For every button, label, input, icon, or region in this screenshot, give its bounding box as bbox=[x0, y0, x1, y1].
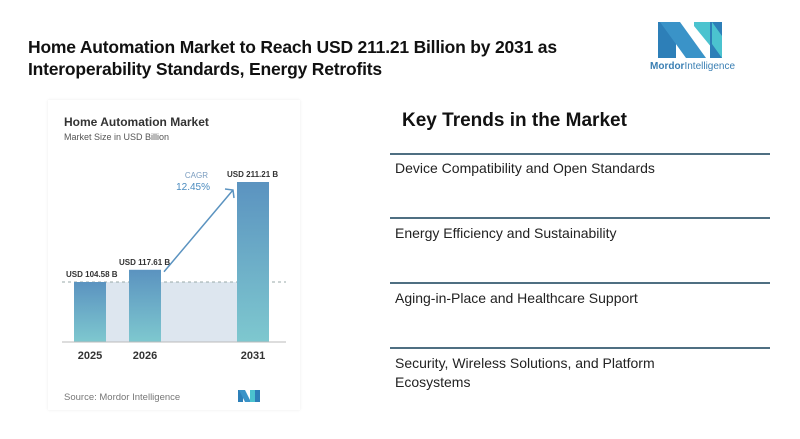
cagr-arrowhead-icon bbox=[224, 188, 235, 199]
headline: Home Automation Market to Reach USD 211.… bbox=[28, 36, 638, 80]
data-label-2031: USD 211.21 B bbox=[227, 170, 278, 179]
bar-2025 bbox=[74, 282, 106, 342]
logo-shape-mid bbox=[694, 22, 712, 48]
data-label-2026: USD 117.61 B bbox=[119, 258, 170, 267]
trend-divider bbox=[390, 347, 770, 349]
cagr-value: 12.45% bbox=[176, 182, 210, 193]
bar-2031 bbox=[237, 182, 269, 342]
trend-item: Security, Wireless Solutions, and Platfo… bbox=[395, 355, 655, 390]
logo-shape-diagonal bbox=[660, 22, 706, 58]
chart-title: Home Automation Market bbox=[64, 115, 209, 129]
trend-item: Aging-in-Place and Healthcare Support bbox=[395, 290, 638, 306]
x-tick-2031: 2031 bbox=[241, 350, 265, 362]
market-size-bar-chart: USD 104.58 B 2025 USD 117.61 B 2026 USD 211.… bbox=[62, 170, 286, 362]
headline-line-2: Interoperability Standards, Energy Retro… bbox=[28, 59, 382, 79]
logo-text: MordorIntelligence bbox=[650, 61, 735, 72]
source-logo-icon bbox=[238, 390, 260, 402]
trend-item: Device Compatibility and Open Standards bbox=[395, 160, 655, 176]
trend-item: Energy Efficiency and Sustainability bbox=[395, 225, 617, 241]
cagr-label: CAGR bbox=[185, 171, 208, 180]
chart-source: Source: Mordor Intelligence bbox=[64, 392, 181, 403]
data-label-2025: USD 104.58 B bbox=[66, 270, 118, 279]
x-tick-2026: 2026 bbox=[133, 350, 157, 362]
baseline-band bbox=[74, 282, 269, 342]
bar-2026 bbox=[129, 269, 161, 342]
logo-brand-light: Intelligence bbox=[684, 61, 736, 72]
chart-subtitle: Market Size in USD Billion bbox=[64, 132, 170, 142]
mordor-intelligence-logo-icon bbox=[658, 22, 722, 58]
logo-brand-bold: Mordor bbox=[650, 61, 685, 72]
trends-title: Key Trends in the Market bbox=[402, 110, 627, 131]
trend-divider bbox=[390, 282, 770, 284]
x-tick-2025: 2025 bbox=[78, 350, 102, 362]
cagr-arrow bbox=[163, 189, 234, 273]
logo-shape-right-diag bbox=[712, 22, 722, 58]
trend-divider bbox=[390, 217, 770, 219]
headline-line-1: Home Automation Market to Reach USD 211.… bbox=[28, 37, 557, 57]
trend-divider bbox=[390, 153, 770, 155]
